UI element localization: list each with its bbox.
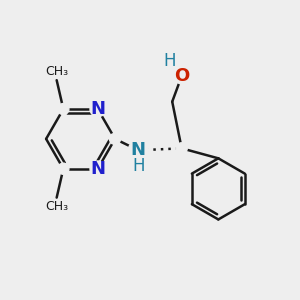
Text: N: N [131, 141, 146, 159]
Text: O: O [174, 67, 189, 85]
Circle shape [176, 143, 187, 154]
Circle shape [174, 68, 189, 84]
Circle shape [110, 133, 121, 144]
Text: H: H [133, 157, 145, 175]
Text: CH₃: CH₃ [45, 65, 68, 78]
Circle shape [90, 101, 106, 117]
Text: H: H [163, 52, 176, 70]
Text: N: N [90, 160, 105, 178]
Circle shape [58, 103, 69, 115]
Circle shape [90, 161, 106, 176]
Circle shape [128, 140, 148, 160]
Text: CH₃: CH₃ [45, 200, 68, 213]
Text: N: N [90, 100, 105, 118]
Circle shape [58, 163, 69, 174]
